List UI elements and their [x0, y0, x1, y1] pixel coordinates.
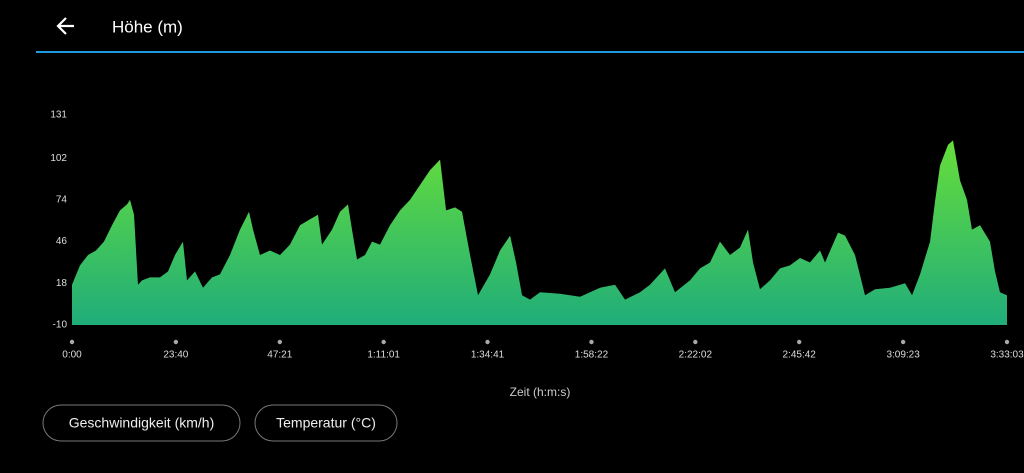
x-tick-label: 1:11:01 [367, 350, 400, 361]
x-tick-dot [277, 339, 283, 345]
x-tick-dot [381, 339, 386, 345]
x-tick-label: 3:33:03 [990, 350, 1024, 361]
x-tick-dot [173, 339, 179, 345]
button-label[interactable]: Temperatur (°C) [276, 415, 376, 431]
x-tick-dot [589, 339, 594, 345]
y-tick-label: 18 [56, 278, 68, 289]
x-tick-dot [693, 339, 698, 345]
button[interactable] [254, 404, 398, 442]
x-tick-dot [1004, 339, 1010, 345]
back-arrow[interactable] [56, 17, 74, 35]
x-tick-dot [485, 339, 490, 345]
x-tick-dot [796, 339, 802, 345]
x-tick-label: 2:45:42 [783, 350, 817, 361]
y-tick-label: -10 [53, 320, 68, 331]
x-tick-label: 0:00 [62, 350, 82, 361]
page-title: Höhe (m) [112, 17, 183, 36]
button[interactable] [42, 404, 241, 442]
x-tick-label: 1:34:41 [471, 350, 505, 361]
x-axis-label: Zeit (h:m:s) [510, 385, 571, 399]
x-tick-label: 23:40 [163, 350, 188, 361]
header-divider [36, 51, 1024, 53]
y-tick-label: 46 [56, 236, 68, 247]
y-tick-label: 131 [50, 110, 67, 121]
y-tick-label: 74 [56, 195, 68, 206]
x-tick-dot [69, 339, 75, 345]
x-tick-dot [900, 339, 906, 345]
x-tick-label: 2:22:02 [679, 350, 713, 361]
x-tick-label: 1:58:22 [575, 350, 609, 361]
x-tick-label: 47:21 [267, 350, 292, 361]
x-tick-label: 3:09:23 [886, 350, 920, 361]
elevation-area [72, 140, 1007, 325]
button-label[interactable]: Geschwindigkeit (km/h) [69, 415, 215, 431]
y-tick-label: 102 [50, 153, 67, 164]
